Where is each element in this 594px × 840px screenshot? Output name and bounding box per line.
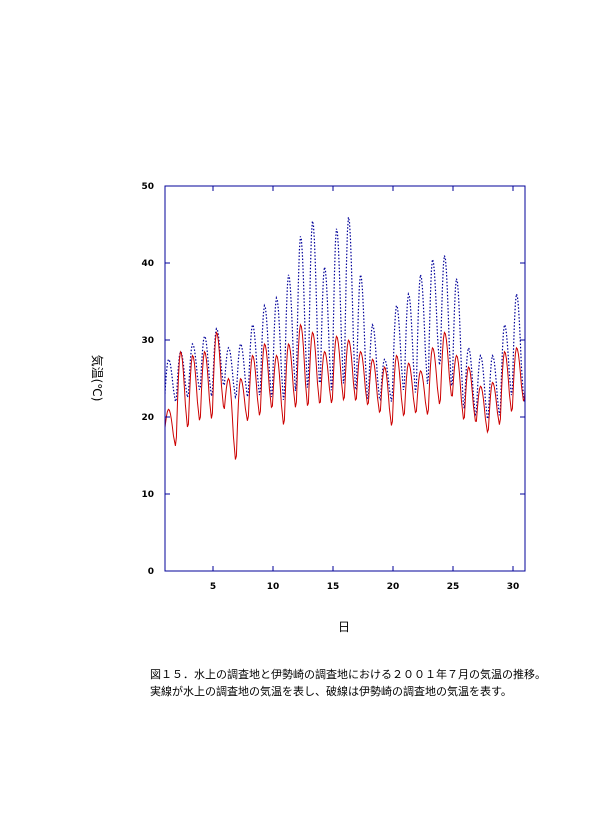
series-line-minakami [165,323,525,460]
y-tick-label: 30 [141,336,154,346]
y-axis: 0 10 20 30 40 50 [141,182,525,577]
x-tick-label: 10 [267,582,280,592]
x-tick-label: 20 [387,582,400,592]
figure-caption: 図１５．水上の調査地と伊勢崎の調査地における２００１年７月の気温の推移。実線が水… [150,668,546,698]
y-axis-label: 気温(℃) [90,355,105,402]
y-tick-label: 20 [141,413,154,423]
series-line-isesaki [165,217,525,420]
x-axis: 5 10 15 20 25 30 [210,186,519,592]
x-tick-label: 25 [447,582,460,592]
x-axis-label: 日 [338,620,350,634]
y-tick-label: 10 [141,490,154,500]
y-tick-label: 40 [141,259,154,269]
y-tick-label: 50 [141,182,154,192]
y-tick-label: 0 [148,567,154,577]
x-tick-label: 5 [210,582,216,592]
x-tick-label: 15 [327,582,340,592]
plot-frame [164,185,526,572]
x-tick-label: 30 [507,582,520,592]
